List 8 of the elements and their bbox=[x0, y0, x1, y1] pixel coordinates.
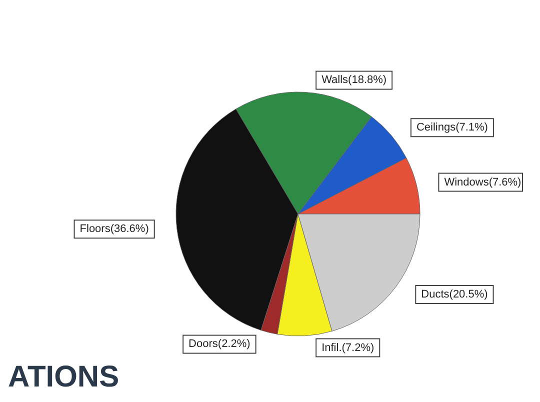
slice-label: Walls(18.8%) bbox=[322, 74, 387, 86]
slice-label: Doors(2.2%) bbox=[188, 338, 250, 350]
slice-label: Windows(7.6%) bbox=[444, 176, 522, 188]
slice-label: Infil.(7.2%) bbox=[322, 342, 374, 354]
text: ATIONS bbox=[8, 360, 120, 394]
slice-label: Floors(36.6%) bbox=[80, 223, 149, 236]
slice-label: Ducts(20.5%) bbox=[421, 288, 488, 300]
slice-label: Ceilings(7.1%) bbox=[416, 122, 488, 134]
